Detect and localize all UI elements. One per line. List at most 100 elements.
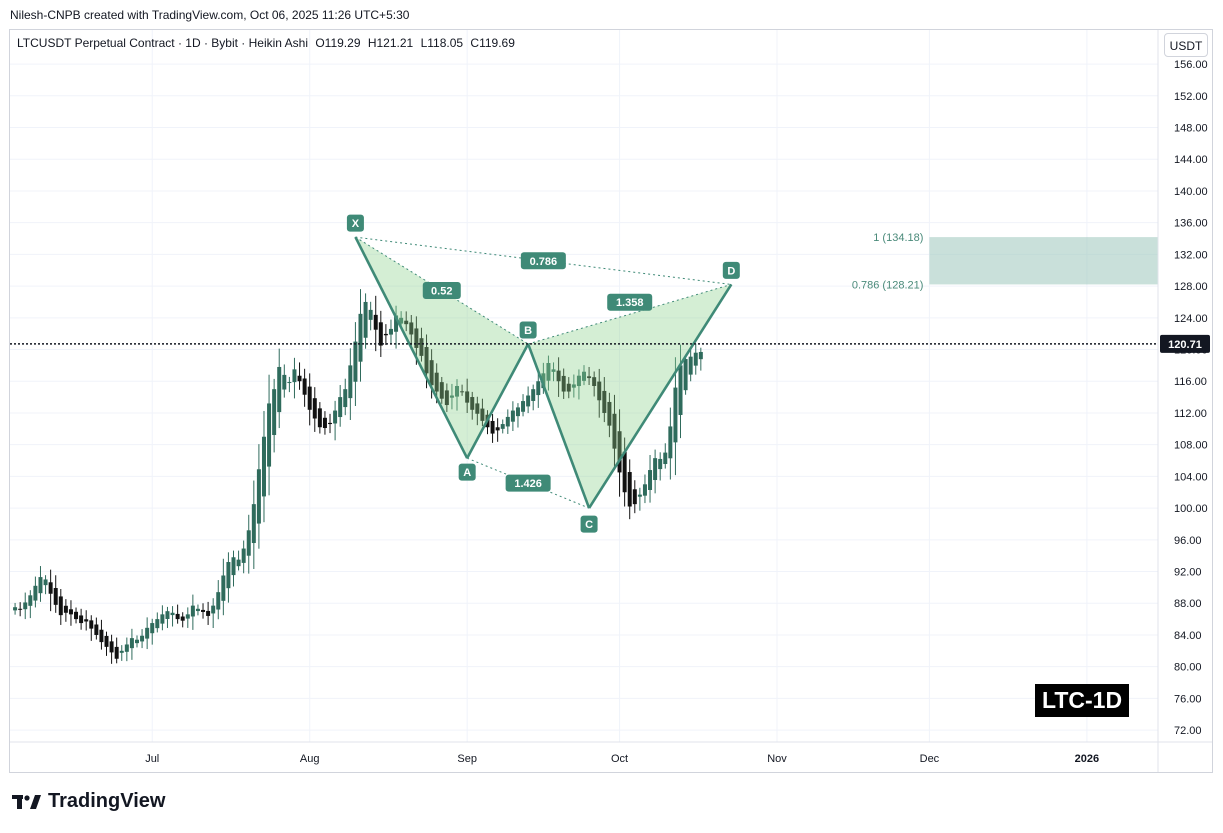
candle-body: [140, 635, 145, 642]
leg-cd: [587, 283, 733, 509]
candle-body: [251, 504, 256, 544]
candle-body: [322, 417, 327, 429]
candle-body: [53, 588, 58, 605]
candle-body: [79, 615, 84, 624]
candle-body: [185, 614, 190, 619]
candle-body: [241, 548, 246, 563]
price-tick-label: 88.00: [1174, 598, 1202, 610]
candle-body: [74, 611, 79, 620]
candle-body: [383, 333, 388, 336]
candle-body: [272, 389, 277, 436]
candle-body: [23, 602, 28, 610]
pattern-point-d-bg: [722, 261, 740, 279]
chart-frame: [9, 29, 1213, 773]
candle-body: [683, 359, 688, 391]
candle-body: [642, 484, 647, 496]
candle-body: [510, 410, 515, 422]
candle-body: [13, 607, 18, 611]
candle-body: [261, 436, 266, 497]
pattern-point-b: B: [524, 325, 532, 337]
pattern-point-x: X: [352, 218, 360, 230]
price-tick-label: 148.00: [1174, 123, 1208, 135]
candle-body: [277, 366, 282, 413]
time-tick-label: 2026: [1075, 753, 1099, 765]
candle-body: [226, 562, 231, 589]
candle-body: [68, 609, 73, 615]
ratio-label-xd: 0.786: [530, 256, 558, 268]
candle-body: [531, 389, 536, 401]
candle-body: [637, 494, 642, 497]
price-tick-label: 124.00: [1174, 313, 1208, 325]
candle-body: [429, 360, 434, 386]
candle-body: [571, 384, 576, 388]
candle-body: [576, 375, 581, 387]
candle-body: [592, 377, 597, 386]
price-tick-label: 128.00: [1174, 281, 1208, 293]
candle-body: [653, 458, 658, 481]
candle-body: [99, 629, 104, 643]
candle-body: [317, 408, 322, 428]
symbol-title: LTCUSDT Perpetual Contract · 1D · Bybit …: [17, 36, 308, 50]
candle-body: [515, 407, 520, 417]
ratio-label-ac-bg: [505, 474, 551, 492]
candle-body: [282, 374, 287, 390]
candle-body: [195, 608, 200, 612]
candle-body: [211, 605, 216, 614]
currency-button[interactable]: USDT: [1164, 33, 1208, 57]
ohlc-low: L118.05: [420, 36, 464, 50]
pattern-point-c: C: [585, 519, 593, 531]
candle-body: [648, 470, 653, 490]
pattern-point-d: D: [727, 265, 735, 277]
candle-body: [663, 452, 668, 465]
candle-body: [134, 639, 139, 644]
price-tick-label: 96.00: [1174, 535, 1202, 547]
last-price-tag-bg: [1160, 334, 1210, 353]
time-tick-label: Oct: [611, 753, 628, 765]
candle-body: [160, 614, 165, 624]
leg-ab: [466, 343, 530, 459]
chart-badge: LTC-1D: [1035, 684, 1130, 717]
chart-credit: Nilesh-CNPB created with TradingView.com…: [10, 8, 410, 22]
candle-body: [297, 375, 302, 382]
candle-body: [267, 403, 272, 467]
prz-zone: 1 (134.18) 0.786 (128.21): [852, 232, 1158, 291]
candle-body: [612, 413, 617, 449]
price-tick-label: 132.00: [1174, 249, 1208, 261]
candle-body: [175, 613, 180, 620]
candle-body: [246, 530, 251, 556]
candle-body: [622, 451, 627, 493]
candle-body: [104, 635, 109, 647]
candle-body: [475, 403, 480, 414]
candle-body: [556, 370, 561, 382]
candle-body: [500, 424, 505, 429]
candle-body: [363, 301, 368, 338]
candle-body: [328, 422, 333, 425]
ohlc-high: H121.21: [367, 36, 414, 50]
tradingview-logo-icon: [12, 794, 41, 809]
time-tick-label: Nov: [767, 753, 787, 765]
last-price-line: 120.71: [10, 334, 1210, 353]
time-tick-label: Jul: [145, 753, 159, 765]
price-tick-label: 112.00: [1174, 408, 1207, 420]
pattern-point-x-bg: [346, 214, 364, 232]
candle-body: [490, 420, 495, 434]
candle-body: [551, 369, 556, 372]
candle-body: [607, 401, 612, 426]
candle-body: [94, 624, 99, 635]
candle-body: [617, 431, 622, 473]
candle-body: [63, 605, 68, 613]
candle-body: [658, 458, 663, 470]
candle-body: [439, 382, 444, 399]
time-tick-label: Dec: [920, 753, 940, 765]
symbol-legend: LTCUSDT Perpetual Contract · 1D · Bybit …: [17, 36, 519, 50]
candle-body: [566, 383, 571, 392]
candle-body: [221, 575, 226, 601]
price-tick-label: 116.00: [1174, 376, 1207, 388]
candle-body: [495, 427, 500, 431]
prz-rect: [929, 237, 1158, 285]
candle-body: [114, 646, 119, 659]
candle-body: [206, 610, 211, 616]
tradingview-brand[interactable]: TradingView: [12, 790, 165, 813]
price-tick-label: 140.00: [1174, 186, 1208, 198]
